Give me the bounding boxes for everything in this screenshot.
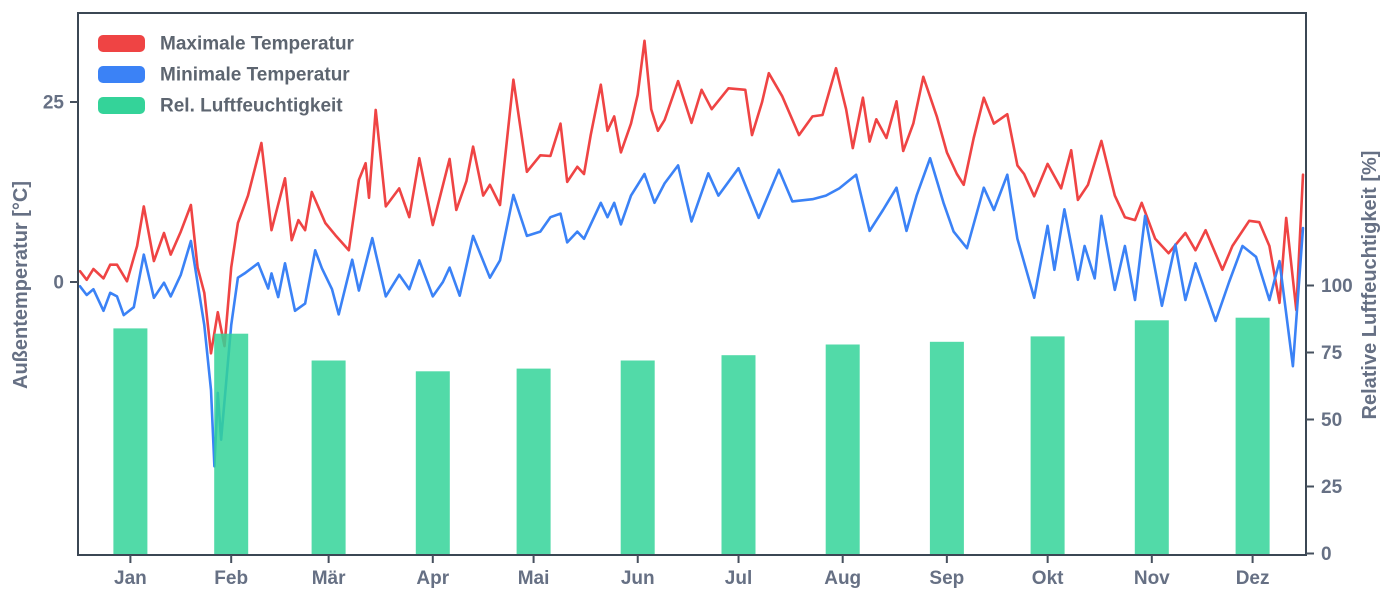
legend-swatch-humidity [98, 97, 145, 114]
x-tick-label: Okt [1032, 568, 1064, 589]
right-tick-label: 75 [1321, 343, 1343, 364]
tmax-line [78, 39, 1305, 355]
x-tick-label: Mai [518, 568, 550, 589]
x-tick-label: Sep [929, 568, 964, 589]
humidity-bar [113, 328, 148, 554]
humidity-bar [415, 371, 450, 554]
right-tick-label: 100 [1321, 276, 1353, 297]
humidity-bar [929, 341, 964, 554]
humidity-bar [1134, 320, 1169, 554]
x-tick-label: Jul [725, 568, 752, 589]
legend-label: Rel. Luftfeuchtigkeit [160, 96, 343, 117]
legend-label: Maximale Temperatur [160, 34, 355, 55]
x-tick-label: Nov [1134, 568, 1170, 589]
humidity-bar [311, 360, 346, 554]
right-tick-label: 50 [1321, 410, 1342, 431]
left-axis-title: Außentemperatur [°C] [10, 181, 32, 389]
humidity-bar [1235, 317, 1270, 554]
humidity-bar [214, 333, 249, 554]
x-tick-label: Apr [416, 568, 449, 589]
humidity-bar [721, 355, 756, 554]
x-tick-label: Dez [1236, 568, 1270, 589]
x-tick-label: Mär [312, 568, 346, 589]
left-tick-label: 25 [43, 93, 65, 114]
legend-swatch-tmax [98, 35, 145, 52]
humidity-bar [620, 360, 655, 554]
x-tick-label: Aug [824, 568, 861, 589]
x-tick-label: Feb [214, 568, 248, 589]
humidity-bar [825, 344, 860, 554]
left-tick-label: 0 [53, 273, 64, 294]
right-axis-title: Relative Luftfeuchtigkeit [%] [1359, 151, 1381, 420]
x-tick-label: Jan [114, 568, 147, 589]
humidity-bar [516, 368, 551, 554]
legend-label: Minimale Temperatur [160, 65, 350, 86]
right-tick-label: 25 [1321, 477, 1343, 498]
legend-swatch-tmin [98, 66, 145, 83]
humidity-bar [1030, 336, 1065, 554]
right-tick-label: 0 [1321, 544, 1332, 565]
x-tick-label: Jun [621, 568, 655, 589]
plot-frame [77, 12, 1307, 556]
